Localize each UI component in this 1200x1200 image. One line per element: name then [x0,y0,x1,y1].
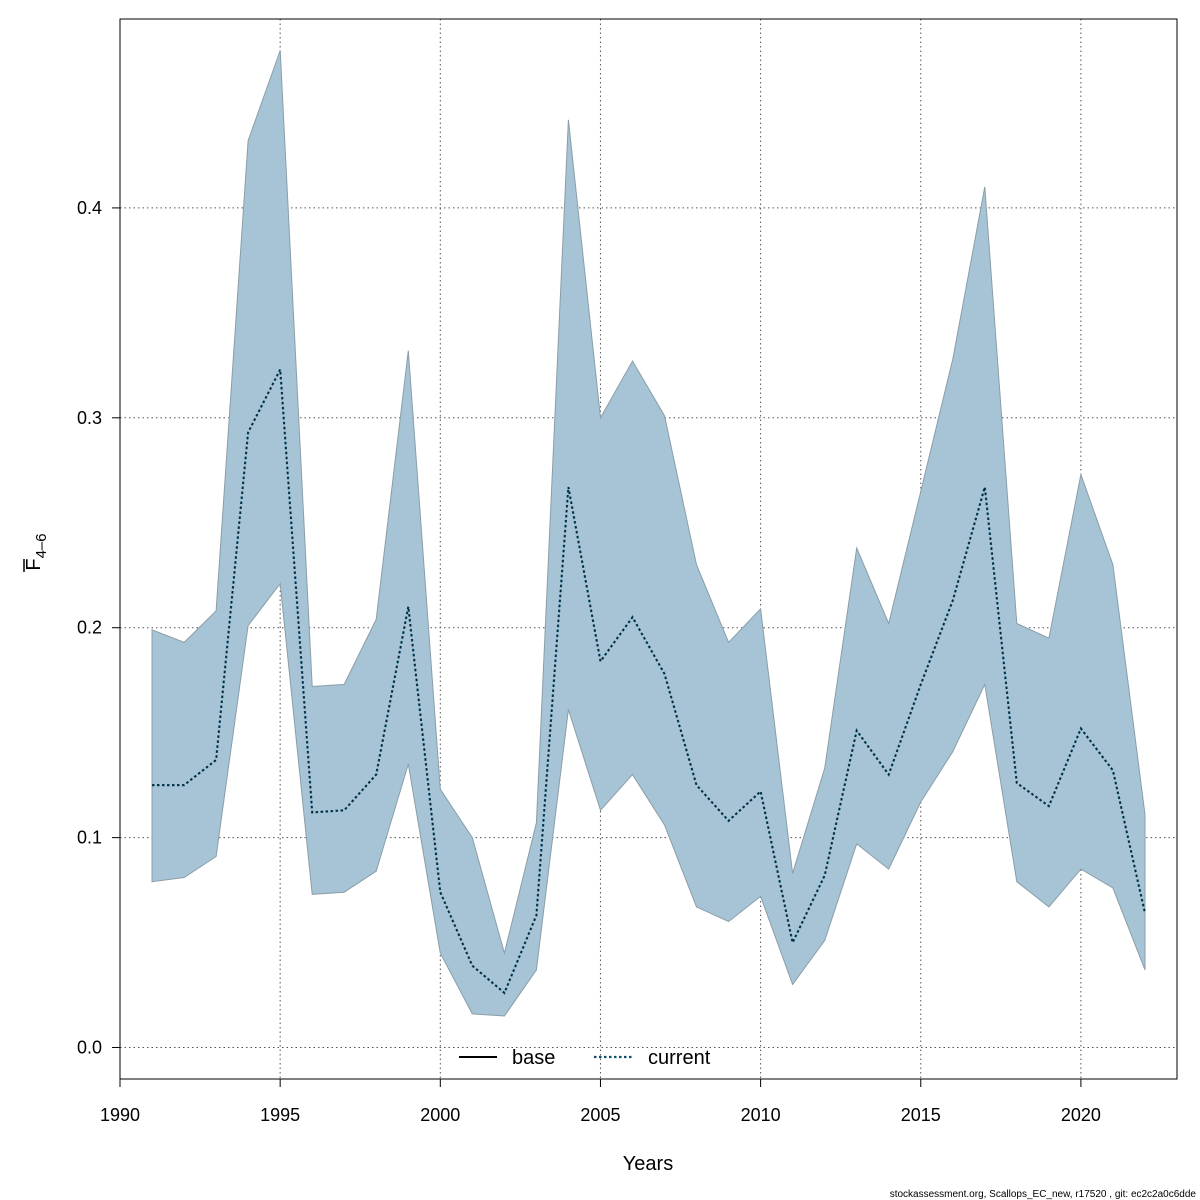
x-tick-label-2005: 2005 [580,1105,620,1125]
footer-credit: stockassessment.org, Scallops_EC_new, r1… [890,1189,1197,1200]
x-axis: 1990 1995 2000 2005 2010 2015 2020 [100,1078,1101,1125]
legend-label-current: current [648,1047,711,1069]
x-tick-label-1995: 1995 [260,1105,300,1125]
y-tick-label-0: 0.0 [77,1038,102,1058]
y-tick-label-0.3: 0.3 [77,408,102,428]
y-axis-title-main: F [23,558,45,570]
y-tick-label-0.1: 0.1 [77,828,102,848]
x-tick-label-2000: 2000 [420,1105,460,1125]
x-tick-label-2020: 2020 [1061,1105,1101,1125]
legend: base current [459,1047,711,1069]
y-tick-label-0.2: 0.2 [77,618,102,638]
x-tick-label-1990: 1990 [100,1105,140,1125]
series-line-current-overlay [152,367,1146,994]
y-axis-title: F4–6 [23,533,50,572]
legend-label-base: base [512,1047,555,1069]
confidence-band [151,50,1146,1017]
x-axis-title: Years [623,1153,673,1175]
svg-text:F4–6: F4–6 [23,533,50,570]
y-axis: 0.0 0.1 0.2 0.3 0.4 [77,198,121,1058]
y-tick-label-0.4: 0.4 [77,198,102,218]
x-tick-label-2015: 2015 [901,1105,941,1125]
x-tick-label-2010: 2010 [741,1105,781,1125]
y-axis-title-subscript: 4–6 [33,533,50,558]
